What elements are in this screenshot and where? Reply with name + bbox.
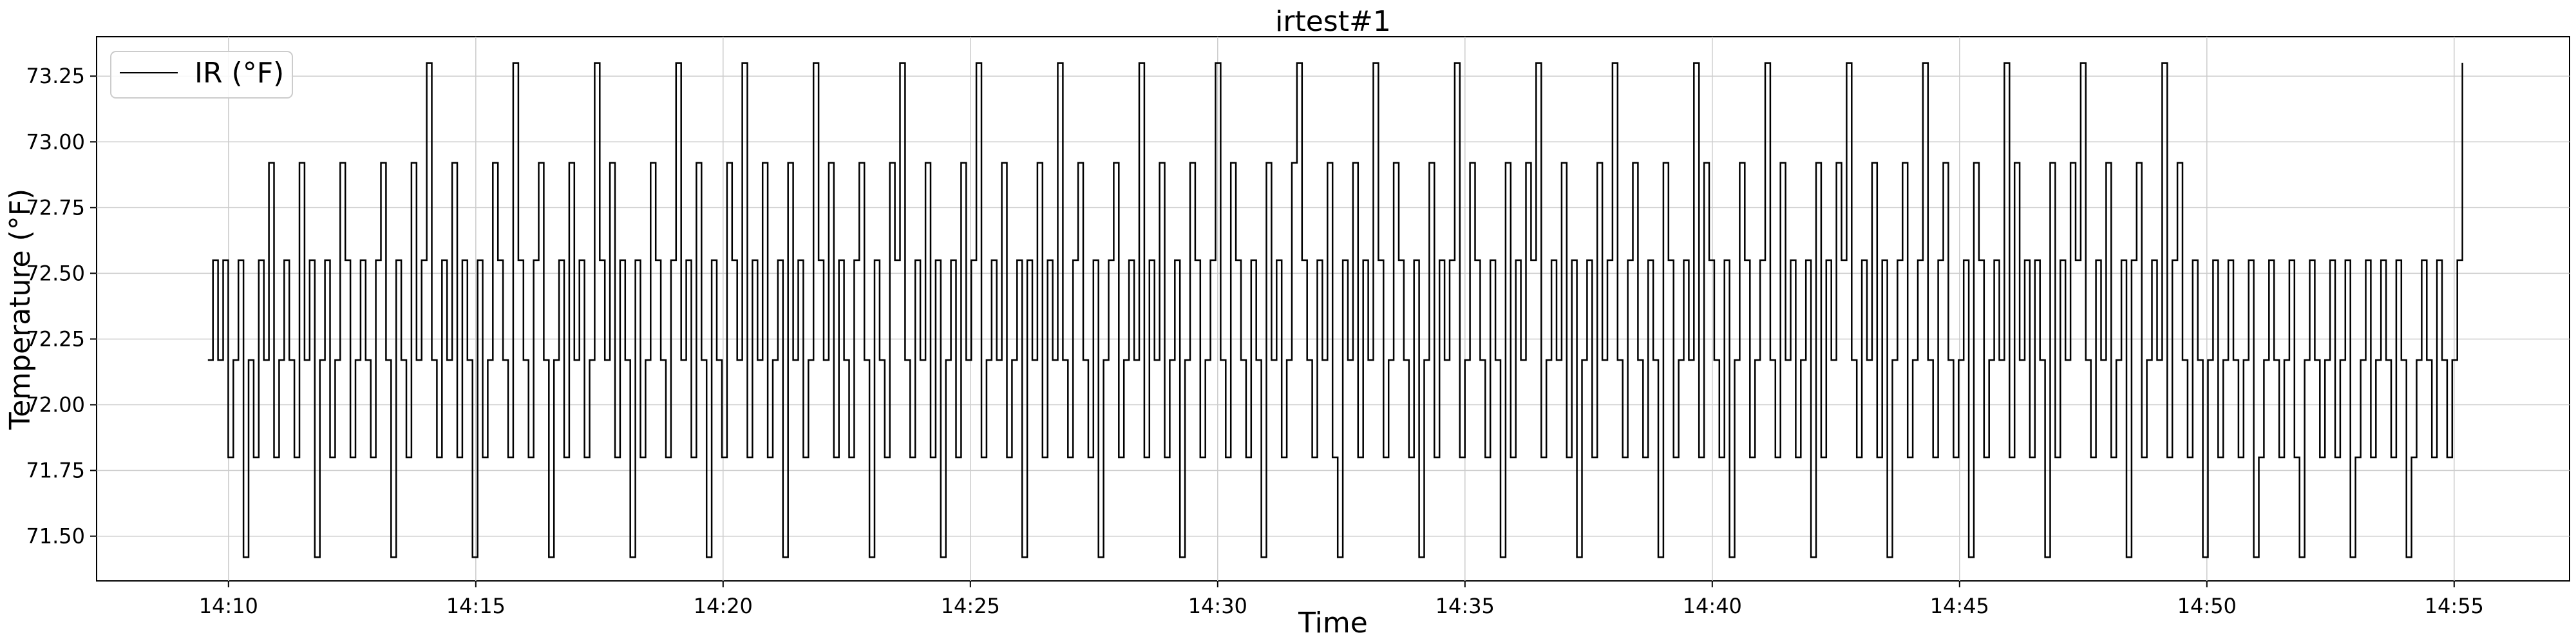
x-tick-label: 14:55 — [2425, 594, 2484, 618]
x-tick-label: 14:40 — [1683, 594, 1742, 618]
x-axis-label: Time — [1298, 607, 1368, 639]
legend-label-ir: IR (°F) — [194, 57, 284, 90]
x-tick-label: 14:15 — [446, 594, 506, 618]
series-line-ir — [207, 62, 2463, 558]
plot-frame — [96, 36, 2570, 582]
y-tick-label: 72.00 — [26, 392, 85, 417]
y-axis-label: Temperature (°F) — [4, 189, 37, 430]
x-tick-label: 14:20 — [694, 594, 753, 618]
series-layer — [207, 62, 2463, 558]
chart-title: irtest#1 — [1275, 5, 1391, 38]
y-tick-label: 73.00 — [26, 129, 85, 154]
x-tick-label: 14:25 — [941, 594, 1000, 618]
plot-area — [96, 36, 2570, 582]
x-tick-label: 14:45 — [1930, 594, 1989, 618]
y-tick-label: 72.75 — [26, 195, 85, 220]
x-tick-label: 14:35 — [1435, 594, 1495, 618]
legend-box — [110, 51, 293, 99]
y-tick-label: 72.50 — [26, 261, 85, 285]
legend: IR (°F) — [110, 51, 293, 99]
y-tick-label: 72.25 — [26, 327, 85, 351]
x-tick-label: 14:30 — [1188, 594, 1247, 618]
ticks: 14:10 14:15 14:20 14:25 14:30 14:35 14:40 14:45… — [26, 64, 2484, 618]
x-tick-label: 14:10 — [199, 594, 258, 618]
y-tick-label: 71.50 — [26, 524, 85, 549]
y-tick-label: 73.25 — [26, 64, 85, 88]
y-tick-label: 71.75 — [26, 459, 85, 483]
x-tick-label: 14:50 — [2177, 594, 2237, 618]
